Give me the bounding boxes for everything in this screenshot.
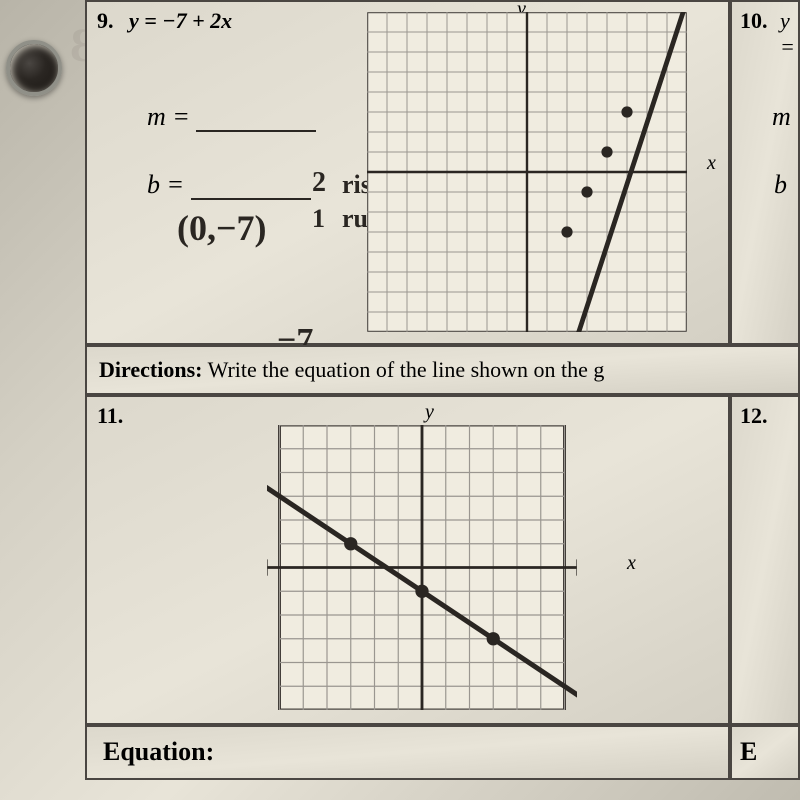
equation-label-row: Equation: <box>85 725 730 780</box>
problem-9-cell: 9. y = −7 + 2x m = 2 rise 1 run b = −7 (… <box>85 0 730 345</box>
m-row: m = 2 rise 1 run <box>147 102 316 132</box>
directions-text: Write the equation of the line shown on … <box>208 357 605 382</box>
equation-label-2: E <box>740 737 757 766</box>
b-row: b = −7 <box>147 170 311 200</box>
problem-10-cell: 10. y = m b <box>730 0 800 345</box>
m-label: m = <box>147 102 190 131</box>
x-axis-label-11: x <box>627 552 636 575</box>
b-label: b = <box>147 170 184 199</box>
graph-9 <box>367 12 687 332</box>
problem-12-number: 12. <box>740 403 768 429</box>
b-blank <box>191 174 311 200</box>
directions-row: Directions: Write the equation of the li… <box>85 345 800 395</box>
equation-label: Equation: <box>103 737 214 766</box>
x-axis-label-9: x <box>707 152 716 175</box>
problem-10-eq: y = <box>780 8 798 60</box>
directions-bold: Directions: <box>99 357 202 382</box>
binder-hole <box>6 40 62 96</box>
hand-slope-den: 1 <box>312 204 325 234</box>
m-blank: 2 rise 1 run <box>196 106 316 132</box>
b-label-10: b <box>774 170 787 200</box>
problem-11-number: 11. <box>97 403 123 429</box>
m-label-10: m <box>772 102 791 132</box>
problem-11-cell: 11. y x <box>85 395 730 725</box>
y-axis-label-11: y <box>425 401 434 424</box>
problem-9-number: 9. <box>97 8 114 34</box>
hand-point: (0,−7) <box>177 207 267 249</box>
problem-10-number: 10. <box>740 8 768 34</box>
graph-11 <box>267 425 577 710</box>
problem-9-equation: y = −7 + 2x <box>129 8 232 34</box>
problem-12-cell: 12. <box>730 395 800 725</box>
equation-label-row-2: E <box>730 725 800 780</box>
hand-slope-num: 2 <box>312 167 326 199</box>
